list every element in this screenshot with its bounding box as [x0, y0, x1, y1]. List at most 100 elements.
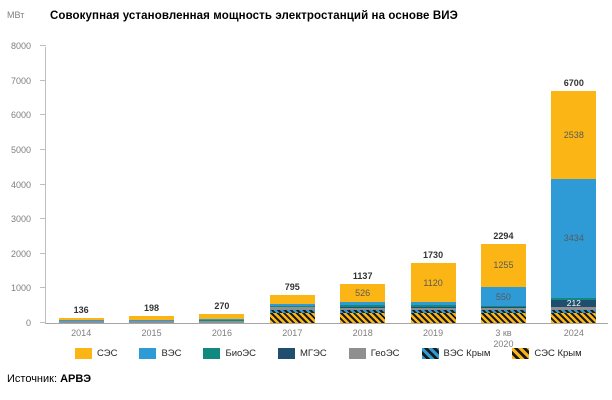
source-footer: Источник: АРВЭ [7, 373, 91, 385]
y-axis-tick [40, 218, 46, 220]
bar-segment [58, 318, 104, 320]
bar-segment [410, 312, 456, 323]
bar-segment [410, 309, 456, 313]
bar-segment [410, 305, 456, 307]
bar-segment [269, 305, 315, 308]
x-axis-label: 2018 [352, 328, 373, 338]
legend-swatch [75, 348, 92, 359]
bar-total-label: 136 [73, 305, 89, 316]
legend-label: ГеоЭС [370, 348, 400, 359]
bar-segment [480, 309, 526, 313]
legend-swatch [278, 348, 295, 359]
y-axis-tick [40, 287, 46, 289]
legend-swatch [512, 348, 530, 359]
legend-item: ГеоЭС [348, 348, 400, 359]
y-axis-tick [40, 114, 46, 116]
bar-segment [129, 316, 175, 320]
bar-segment [480, 306, 526, 307]
bar-segment [480, 243, 526, 288]
bar-segment [551, 309, 597, 313]
bar-segment [199, 313, 245, 320]
bar-segment [551, 299, 597, 308]
bar-segment [340, 305, 386, 307]
bar-segment [480, 307, 526, 310]
y-tick-label: 8000 [10, 41, 31, 51]
x-axis-label: 2014 [71, 328, 92, 338]
bar-total-label: 270 [214, 300, 230, 311]
bar-total-label: 198 [144, 303, 160, 314]
stacked-bar: 526 [340, 46, 386, 323]
legend-label: СЭС [97, 348, 118, 359]
bar-segment [551, 307, 597, 310]
y-axis-tick [40, 183, 46, 185]
legend-item: БиоЭС [203, 348, 256, 359]
bar-segment [269, 309, 315, 313]
bar-segment [269, 307, 315, 310]
source-label: Источник: [7, 373, 58, 385]
legend-item: ВЭС [139, 348, 181, 359]
y-tick-label: 2000 [10, 248, 31, 259]
x-axis-label: 2024 [563, 328, 584, 338]
y-tick-label: 4000 [10, 179, 31, 190]
bar-segment [199, 320, 245, 323]
legend-swatch [348, 348, 366, 359]
chart-title: Совокупная установленная мощность электр… [50, 10, 458, 22]
x-axis-label: 2015 [141, 328, 162, 338]
bar-total-label: 1137 [352, 270, 373, 281]
stacked-bar [129, 46, 175, 323]
x-axis-label: 2019 [423, 328, 444, 338]
x-axis-label: 2016 [211, 328, 232, 338]
bar-segment [410, 263, 456, 302]
y-tick-label: 0 [25, 318, 31, 328]
stacked-bar [269, 46, 315, 323]
bar-segment [410, 301, 456, 306]
bar-total-label: 6700 [563, 78, 584, 88]
bar-segment [480, 312, 526, 323]
bar-segment [269, 303, 315, 306]
stacked-bar: 212 3434 2538 [551, 46, 597, 323]
bar-segment [551, 91, 597, 179]
bar-segment [410, 307, 456, 310]
legend-item: СЭС [75, 348, 117, 359]
legend-swatch [139, 348, 157, 359]
bar-segment [340, 283, 386, 302]
bar-segment [340, 309, 386, 313]
stacked-bar [58, 46, 104, 323]
y-axis-unit: МВт [7, 10, 25, 20]
legend-label: ВЭС [161, 348, 182, 359]
y-axis-tick [40, 45, 46, 46]
bar-segment [269, 312, 315, 323]
legend-swatch [203, 348, 221, 359]
y-axis-tick [40, 79, 46, 81]
bar-total-label: 2294 [493, 230, 514, 241]
bar-segment [551, 312, 597, 323]
legend-swatch [421, 348, 439, 359]
legend-item: ВЭС Крым [421, 348, 491, 359]
y-tick-label: 1000 [10, 283, 31, 294]
y-tick-label: 7000 [10, 75, 31, 86]
bar-segment [129, 320, 175, 323]
stacked-bar: 550 1255 [480, 46, 526, 323]
y-tick-label: 5000 [10, 144, 31, 155]
bar-segment [551, 297, 597, 300]
legend-label: СЭС Крым [534, 348, 582, 359]
y-axis-tick [40, 322, 46, 323]
source-name: АРВЭ [60, 373, 92, 385]
x-axis-label: 2017 [282, 328, 303, 338]
y-tick-label: 3000 [10, 214, 31, 225]
bar-segment [58, 320, 104, 323]
y-axis-tick [40, 148, 46, 150]
legend-label: ВЭС Крым [443, 348, 491, 359]
legend: СЭС ВЭС БиоЭС МГЭС ГеоЭС ВЭС Крым СЭС Крым [75, 348, 582, 359]
bar-total-label: 1730 [423, 250, 444, 261]
plot-area: 0 1000 2000 3000 4000 5000 6000 7000 8000 136 2014… [11, 41, 608, 349]
bar-segment [199, 319, 245, 321]
bar-segment [340, 312, 386, 323]
bar-segment [551, 178, 597, 298]
bar-segment [340, 307, 386, 310]
stacked-bar [199, 46, 245, 323]
y-tick-label: 6000 [10, 110, 31, 121]
y-axis-tick [40, 252, 46, 254]
legend-label: МГЭС [300, 348, 327, 359]
